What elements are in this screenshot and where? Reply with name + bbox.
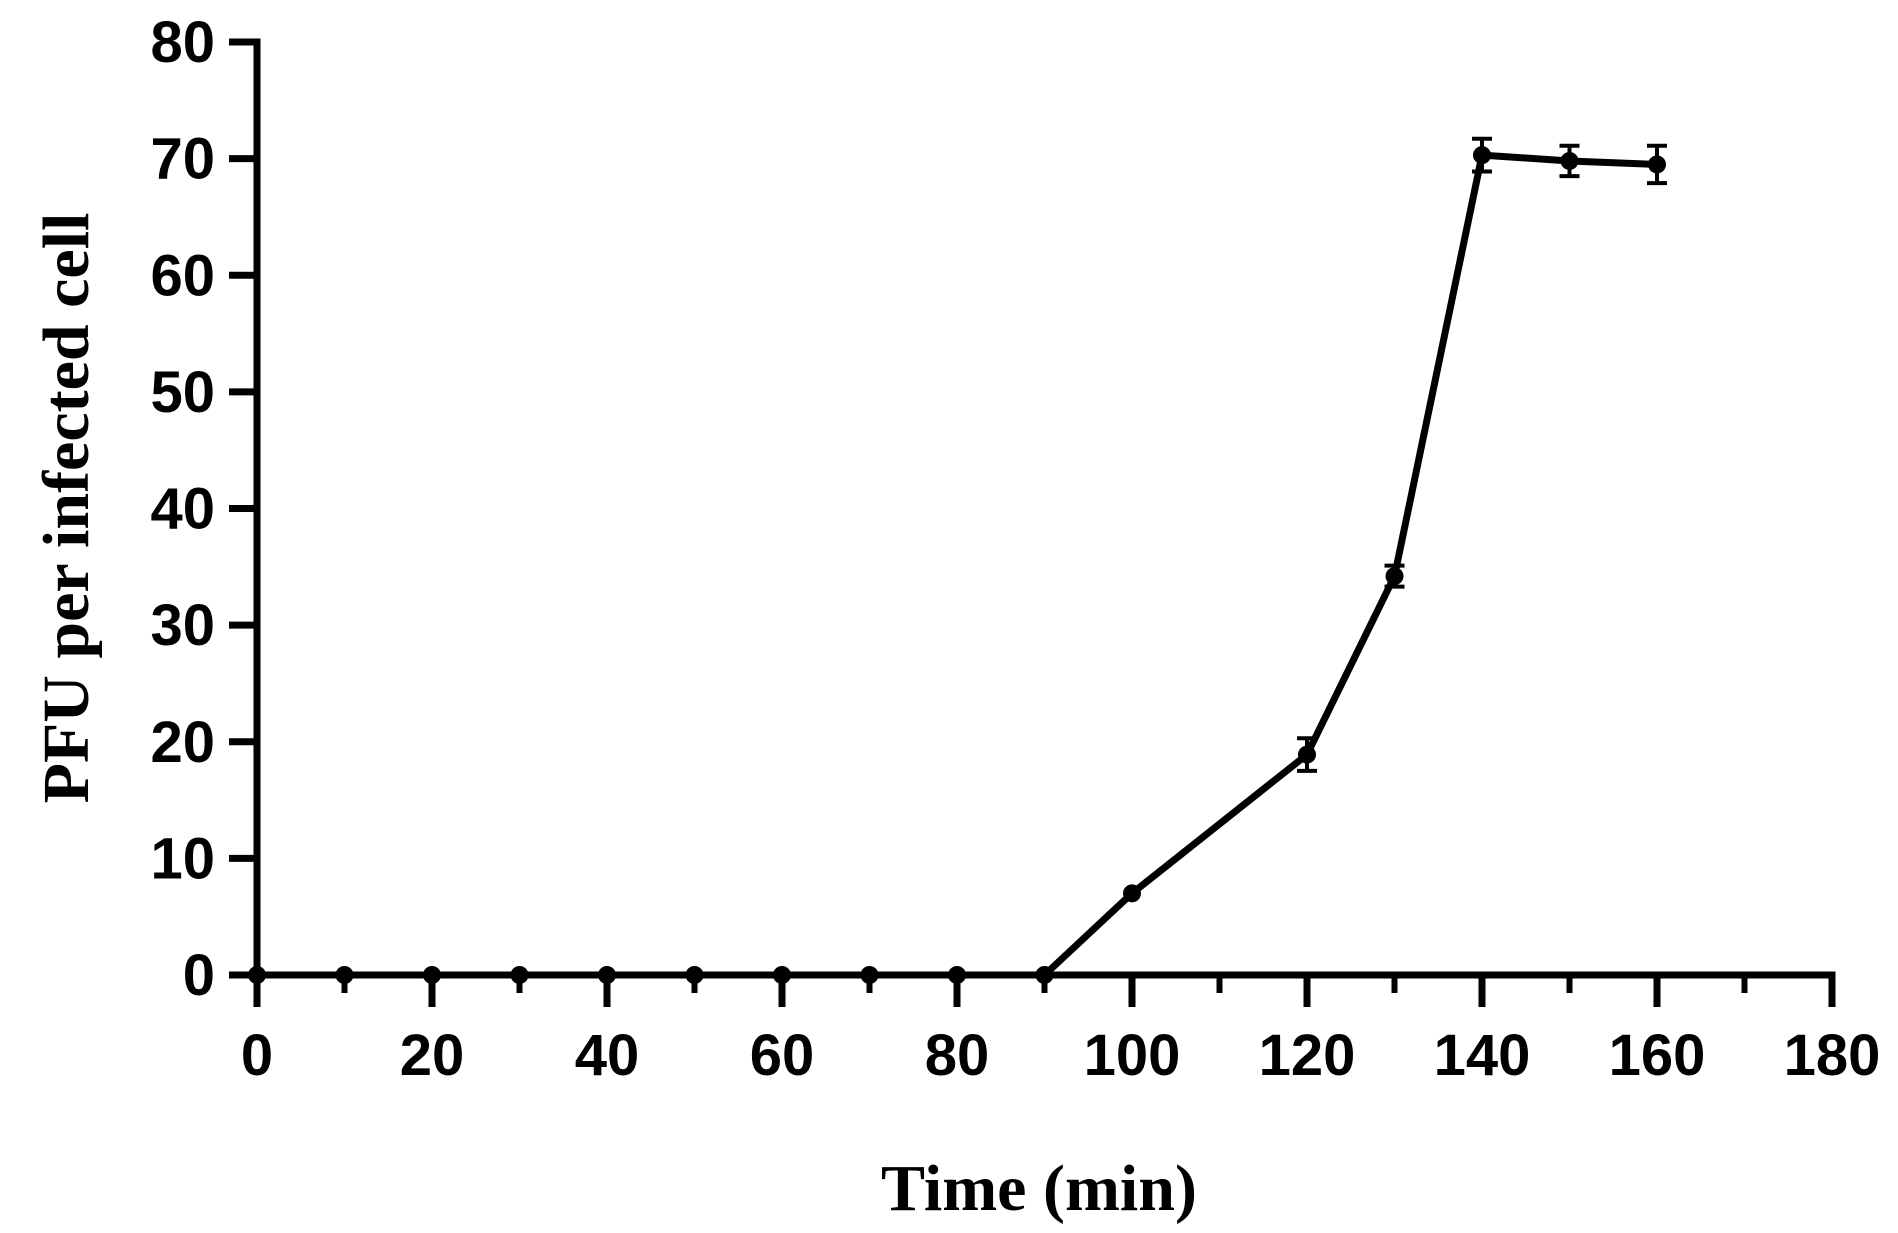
y-tick-label: 40: [150, 477, 215, 542]
data-point: [1298, 745, 1316, 764]
data-point: [773, 966, 791, 984]
x-tick-label: 0: [241, 1023, 273, 1088]
data-point: [1035, 966, 1054, 984]
x-tick-label: 20: [400, 1023, 465, 1088]
x-tick-label: 40: [575, 1023, 640, 1088]
y-tick-label: 30: [150, 593, 215, 658]
x-tick-label: 160: [1609, 1023, 1706, 1088]
data-point: [948, 966, 966, 984]
data-point: [1648, 155, 1666, 174]
data-point: [1560, 151, 1579, 170]
data-point: [510, 966, 529, 984]
y-tick-label: 10: [150, 826, 215, 891]
x-axis-title: Time (min): [881, 1152, 1197, 1225]
x-tick-label: 100: [1084, 1023, 1181, 1088]
ticks: 0 10 20 30 40 50 60 70 80 0 20 40 60 80 100 120 140 160 18…: [150, 10, 1880, 1088]
data-point: [860, 966, 879, 984]
y-tick-label: 50: [150, 360, 215, 425]
data-point: [335, 966, 354, 984]
y-tick-label: 80: [150, 10, 215, 75]
data-point: [685, 966, 704, 984]
data-point: [1385, 567, 1404, 586]
series-line: [257, 151, 1658, 979]
data-point: [423, 966, 441, 984]
series: [248, 136, 1667, 984]
y-tick-label: 60: [150, 243, 215, 308]
x-tick-label: 180: [1784, 1023, 1881, 1088]
y-tick-label: 20: [150, 710, 215, 775]
data-point: [248, 966, 266, 984]
data-point: [598, 966, 616, 984]
x-tick-label: 120: [1259, 1023, 1356, 1088]
data-point: [1123, 884, 1141, 903]
y-axis-title: PFU per infected cell: [30, 213, 103, 804]
axes: [253, 38, 1836, 979]
y-tick-label: 0: [183, 943, 215, 1008]
x-tick-label: 140: [1434, 1023, 1531, 1088]
y-tick-label: 70: [150, 127, 215, 192]
x-tick-label: 80: [925, 1023, 990, 1088]
x-tick-label: 60: [750, 1023, 815, 1088]
data-point: [1473, 146, 1491, 165]
